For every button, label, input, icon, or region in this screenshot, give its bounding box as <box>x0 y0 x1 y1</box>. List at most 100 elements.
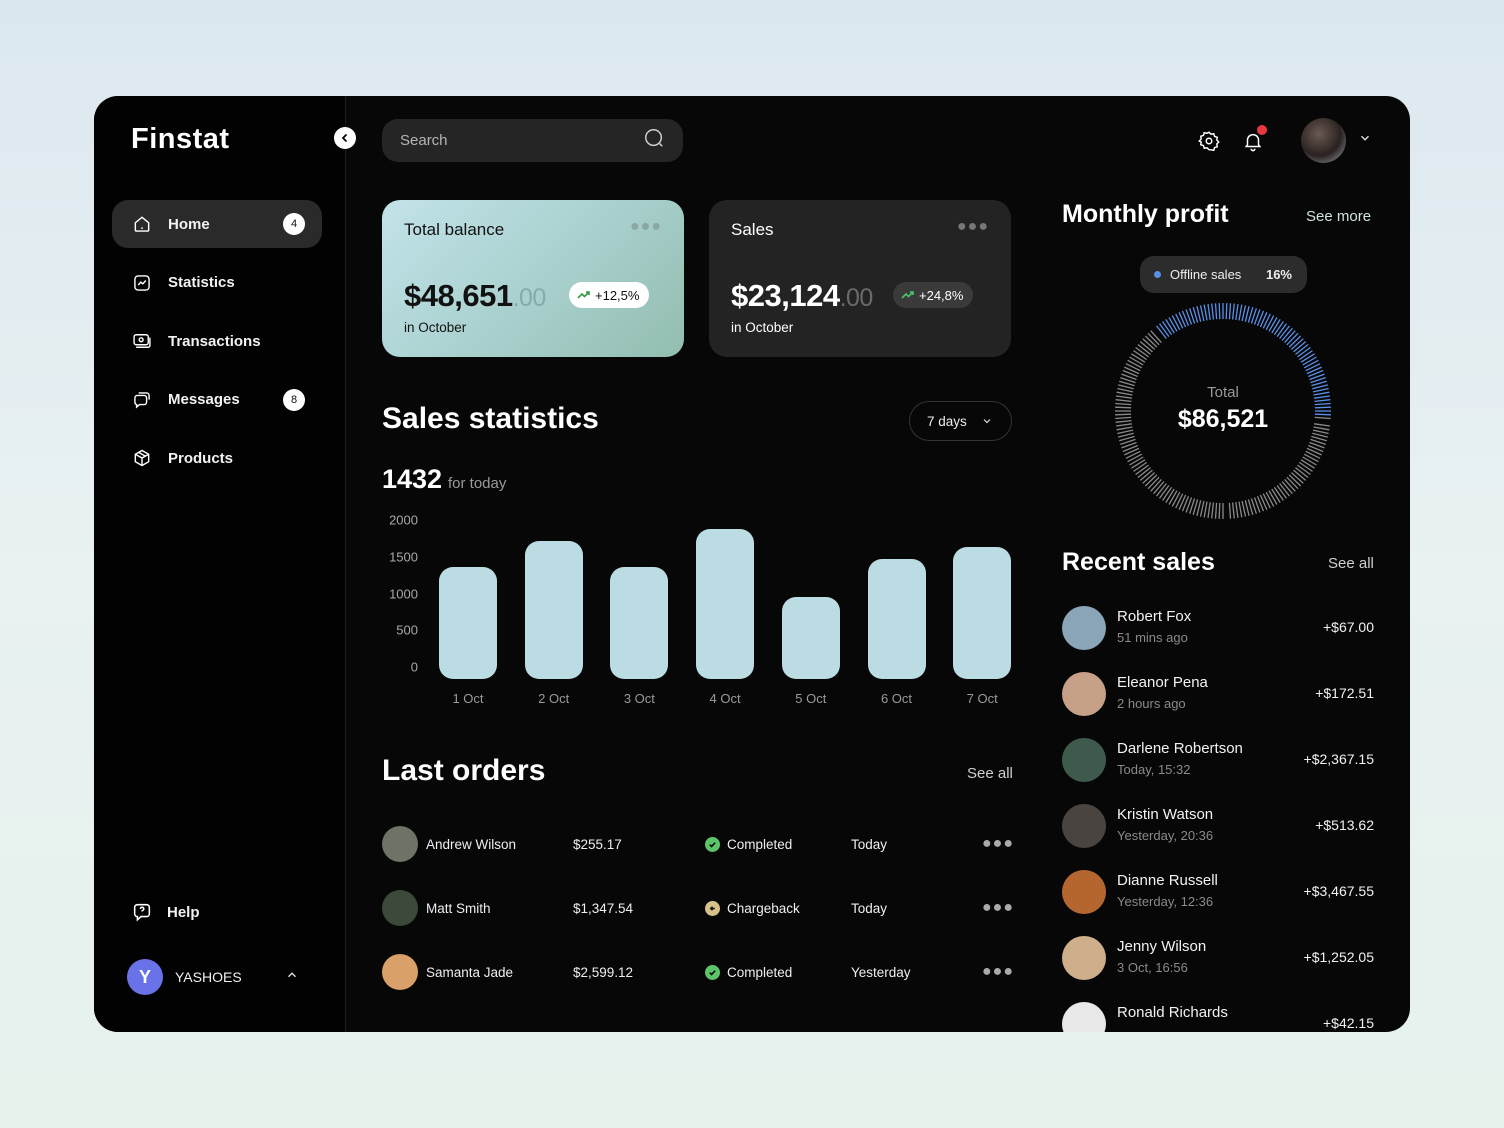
sale-time: Yesterday, 12:36 <box>1117 894 1214 909</box>
avatar <box>382 826 418 862</box>
bar[interactable] <box>953 547 1012 679</box>
trend-up-icon <box>901 291 914 299</box>
home-icon <box>131 213 153 235</box>
table-row[interactable]: Andrew Wilson $255.17 Completed Today ●●● <box>382 824 1014 864</box>
profit-donut-chart[interactable] <box>1112 300 1334 522</box>
sale-amount: +$1,252.05 <box>1303 949 1374 965</box>
sale-amount: +$513.62 <box>1315 817 1374 833</box>
bar[interactable] <box>439 566 497 679</box>
customer-name: Samanta Jade <box>426 964 514 980</box>
sales-bar-chart: 1 Oct 2 Oct 3 Oct 4 Oct 5 Oct 6 Oct 7 Oct <box>439 520 1015 706</box>
avatar <box>1062 804 1106 848</box>
customer-name: Robert Fox <box>1117 608 1192 625</box>
donut-center: Total $86,521 <box>1177 384 1269 433</box>
section-title: Sales statistics <box>382 402 599 435</box>
more-options-icon[interactable]: ●●● <box>957 218 989 235</box>
more-options-icon[interactable]: ●●● <box>630 218 662 235</box>
sale-amount: +$42.15 <box>1323 1015 1374 1031</box>
bar[interactable] <box>610 566 669 679</box>
app-logo: Finstat <box>131 123 230 155</box>
sidebar-item-home[interactable]: Home 4 <box>112 200 322 248</box>
list-item[interactable]: Jenny Wilson 3 Oct, 16:56 +$1,252.05 <box>1062 936 1374 980</box>
chevron-down-icon[interactable] <box>1358 131 1372 150</box>
chat-icon <box>131 389 153 411</box>
account-avatar: Y <box>127 959 163 995</box>
range-select[interactable]: 7 days <box>909 401 1012 441</box>
bar[interactable] <box>696 529 755 679</box>
bar-column[interactable]: 1 Oct <box>439 520 497 706</box>
customer-name: Eleanor Pena <box>1117 674 1208 691</box>
sidebar-item-products[interactable]: Products <box>112 434 322 482</box>
list-item[interactable]: Dianne Russell Yesterday, 12:36 +$3,467.55 <box>1062 870 1374 914</box>
x-tick-label: 3 Oct <box>623 691 655 706</box>
notification-badge: 8 <box>283 388 305 411</box>
bar-column[interactable]: 4 Oct <box>696 520 755 706</box>
order-amount: $2,599.12 <box>573 964 634 980</box>
section-title: Recent sales <box>1062 548 1215 576</box>
user-avatar[interactable] <box>1301 118 1346 163</box>
list-item[interactable]: Darlene Robertson Today, 15:32 +$2,367.15 <box>1062 738 1374 782</box>
sale-amount: +$2,367.15 <box>1303 751 1374 767</box>
bar[interactable] <box>781 596 840 679</box>
bar-column[interactable]: 6 Oct <box>867 520 926 706</box>
see-all-orders-link[interactable]: See all <box>967 765 1013 782</box>
list-item[interactable]: Eleanor Pena 2 hours ago +$172.51 <box>1062 672 1374 716</box>
more-options-icon[interactable]: ●●● <box>982 963 1014 980</box>
topbar-actions <box>1197 118 1372 163</box>
chevron-up-icon <box>285 968 299 987</box>
bar-column[interactable]: 3 Oct <box>610 520 669 706</box>
y-tick: 0 <box>410 659 418 675</box>
check-circle-icon <box>705 964 720 980</box>
card-title: Total balance <box>404 220 505 239</box>
bar-column[interactable]: 5 Oct <box>781 520 840 706</box>
sidebar-item-label: Transactions <box>168 332 261 350</box>
customer-name: Darlene Robertson <box>1117 740 1243 757</box>
list-item[interactable]: Robert Fox 51 mins ago +$67.00 <box>1062 606 1374 650</box>
today-label: for today <box>448 475 507 492</box>
settings-button[interactable] <box>1197 129 1221 153</box>
collapse-sidebar-button[interactable] <box>334 127 356 149</box>
search-icon[interactable] <box>643 127 665 154</box>
sale-amount: +$3,467.55 <box>1303 883 1374 899</box>
chart-icon <box>131 272 153 294</box>
y-tick: 1500 <box>389 549 418 565</box>
sale-time: 2 hours ago <box>1117 696 1186 711</box>
list-item[interactable]: Ronald Richards +$42.15 <box>1062 1002 1374 1032</box>
bar[interactable] <box>524 540 583 679</box>
table-row[interactable]: Matt Smith $1,347.54 Chargeback Today ●●● <box>382 888 1014 928</box>
sidebar-item-help[interactable]: Help <box>131 901 200 923</box>
search-input[interactable] <box>400 132 643 149</box>
see-all-sales-link[interactable]: See all <box>1328 555 1374 572</box>
sidebar-item-transactions[interactable]: Transactions <box>112 317 322 365</box>
bell-icon <box>1244 133 1262 151</box>
more-options-icon[interactable]: ●●● <box>982 899 1014 916</box>
sale-amount: +$67.00 <box>1323 619 1374 635</box>
customer-name: Andrew Wilson <box>426 836 517 852</box>
sale-time: 3 Oct, 16:56 <box>1117 960 1188 975</box>
check-circle-icon <box>705 836 720 852</box>
notifications-button[interactable] <box>1241 124 1267 153</box>
see-more-link[interactable]: See more <box>1306 208 1372 225</box>
bar-column[interactable]: 2 Oct <box>524 520 583 706</box>
sales-card[interactable]: Sales ●●● $23,124.00 +24,8% in October <box>709 200 1011 357</box>
customer-name: Ronald Richards <box>1117 1004 1228 1021</box>
total-balance-card[interactable]: Total balance ●●● $48,651.00 +12,5% in O… <box>382 200 684 357</box>
customer-name: Dianne Russell <box>1117 872 1218 889</box>
list-item[interactable]: Kristin Watson Yesterday, 20:36 +$513.62 <box>1062 804 1374 848</box>
chevron-left-icon <box>341 133 348 143</box>
bar[interactable] <box>867 559 926 679</box>
help-label: Help <box>167 903 200 921</box>
search-bar[interactable] <box>382 119 683 162</box>
bar-column[interactable]: 7 Oct <box>953 520 1012 706</box>
sidebar-item-statistics[interactable]: Statistics <box>112 259 322 307</box>
sale-time: Yesterday, 20:36 <box>1117 828 1214 843</box>
dashboard-window: Finstat Home 4 Statistics Transactions <box>94 96 1410 1032</box>
more-options-icon[interactable]: ●●● <box>982 835 1014 852</box>
return-icon <box>705 900 720 916</box>
order-amount: $255.17 <box>573 836 622 852</box>
account-switcher[interactable]: Y YASHOES <box>127 958 307 996</box>
x-tick-label: 5 Oct <box>795 691 827 706</box>
y-tick: 2000 <box>389 512 418 528</box>
sidebar-item-messages[interactable]: Messages 8 <box>112 376 322 424</box>
table-row[interactable]: Samanta Jade $2,599.12 Completed Yesterday ●… <box>382 952 1014 992</box>
